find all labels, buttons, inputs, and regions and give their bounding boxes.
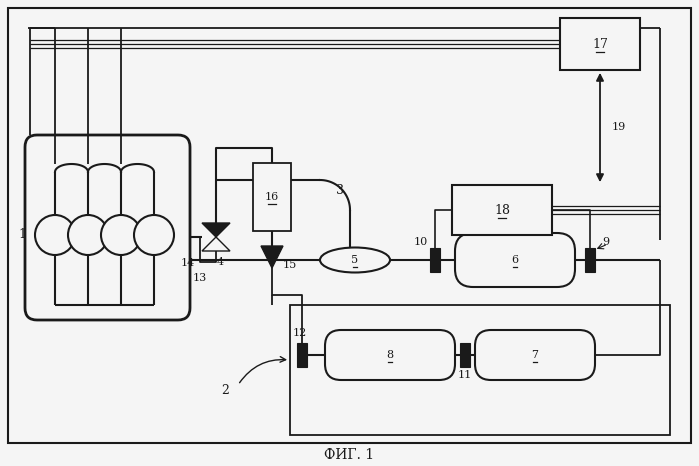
Text: 5: 5 <box>352 255 359 265</box>
Text: 4: 4 <box>217 257 224 267</box>
Text: 3: 3 <box>336 184 344 197</box>
FancyBboxPatch shape <box>475 330 595 380</box>
FancyBboxPatch shape <box>325 330 455 380</box>
Text: 6: 6 <box>512 255 519 265</box>
Text: 7: 7 <box>531 350 538 360</box>
Text: 9: 9 <box>603 237 610 247</box>
Circle shape <box>134 215 174 255</box>
Text: 8: 8 <box>387 350 394 360</box>
Polygon shape <box>202 237 230 251</box>
Text: 13: 13 <box>193 273 207 283</box>
Text: 1: 1 <box>18 228 26 241</box>
Bar <box>430 248 440 272</box>
FancyBboxPatch shape <box>25 135 190 320</box>
Text: 11: 11 <box>458 370 472 380</box>
Circle shape <box>35 215 75 255</box>
Text: 19: 19 <box>612 123 626 132</box>
Text: ФИГ. 1: ФИГ. 1 <box>324 448 374 462</box>
Text: 18: 18 <box>494 204 510 217</box>
Bar <box>290 305 670 435</box>
Ellipse shape <box>320 247 390 273</box>
Text: 17: 17 <box>592 37 608 50</box>
Bar <box>560 18 640 70</box>
Text: 16: 16 <box>265 192 279 202</box>
Text: 2: 2 <box>221 384 229 397</box>
Text: 15: 15 <box>283 260 297 270</box>
FancyBboxPatch shape <box>455 233 575 287</box>
Circle shape <box>101 215 141 255</box>
Polygon shape <box>202 223 230 237</box>
Bar <box>253 163 291 231</box>
Polygon shape <box>261 246 283 268</box>
Circle shape <box>68 215 108 255</box>
Text: 10: 10 <box>414 237 428 247</box>
Text: 12: 12 <box>293 328 307 338</box>
Text: 14: 14 <box>181 258 195 268</box>
Bar <box>460 343 470 367</box>
Bar <box>452 185 552 235</box>
Bar <box>297 343 307 367</box>
Bar <box>585 248 595 272</box>
